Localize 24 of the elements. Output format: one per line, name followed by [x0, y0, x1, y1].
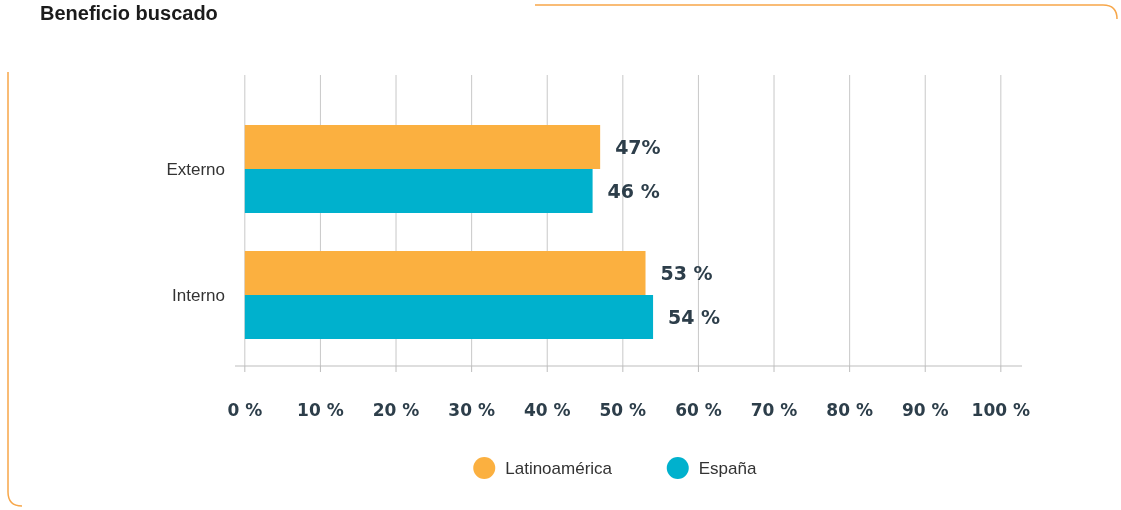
x-tick-label: 30 %	[448, 399, 495, 420]
x-tick-label: 80 %	[826, 399, 873, 420]
x-tick-label: 70 %	[750, 399, 798, 420]
x-tick-label: 100 %	[971, 399, 1031, 420]
bar	[244, 251, 646, 295]
data-label: 54 %	[668, 305, 721, 328]
bar	[244, 169, 593, 213]
x-tick-label: 60 %	[675, 399, 722, 420]
chart-title: Beneficio buscado	[40, 2, 218, 24]
x-tick-label: 40 %	[523, 399, 571, 420]
y-tick-label: Interno	[172, 285, 225, 305]
legend-label: Latinoamérica	[505, 458, 613, 478]
x-tick-label: 10 %	[297, 399, 344, 420]
x-tick-label: 50 %	[599, 399, 647, 420]
x-tick-label: 90 %	[901, 399, 949, 420]
bar	[244, 125, 601, 169]
bar	[244, 295, 654, 339]
legend-label: España	[698, 458, 757, 478]
x-tick-label: 0 %	[227, 399, 263, 420]
x-tick-label: 20 %	[372, 399, 420, 420]
data-label: 46 %	[607, 179, 660, 202]
y-tick-label: Externo	[166, 159, 225, 179]
data-label: 47%	[615, 135, 661, 158]
data-label: 53 %	[660, 261, 713, 284]
